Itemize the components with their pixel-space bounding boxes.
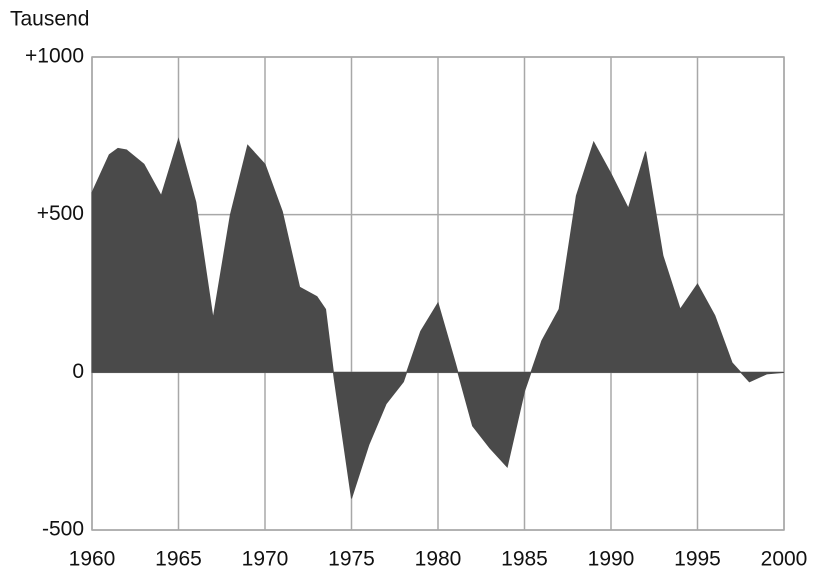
x-tick-label: 1960 [69,548,116,571]
x-tick-label: 2000 [761,548,808,571]
x-tick-label: 1975 [328,548,375,571]
x-tick-label: 1990 [588,548,635,571]
x-tick-label: 1970 [242,548,289,571]
x-tick-label: 1985 [501,548,548,571]
x-tick-label: 1965 [155,548,202,571]
area [91,137,785,499]
x-tick-label: 1980 [415,548,462,571]
y-tick-label: 0 [72,360,84,383]
y-axis-label: Tausend [10,8,89,31]
x-tick-label: 1995 [674,548,721,571]
y-tick-label: +1000 [25,45,84,68]
y-tick-label: -500 [42,518,84,541]
y-tick-label: +500 [37,202,84,225]
